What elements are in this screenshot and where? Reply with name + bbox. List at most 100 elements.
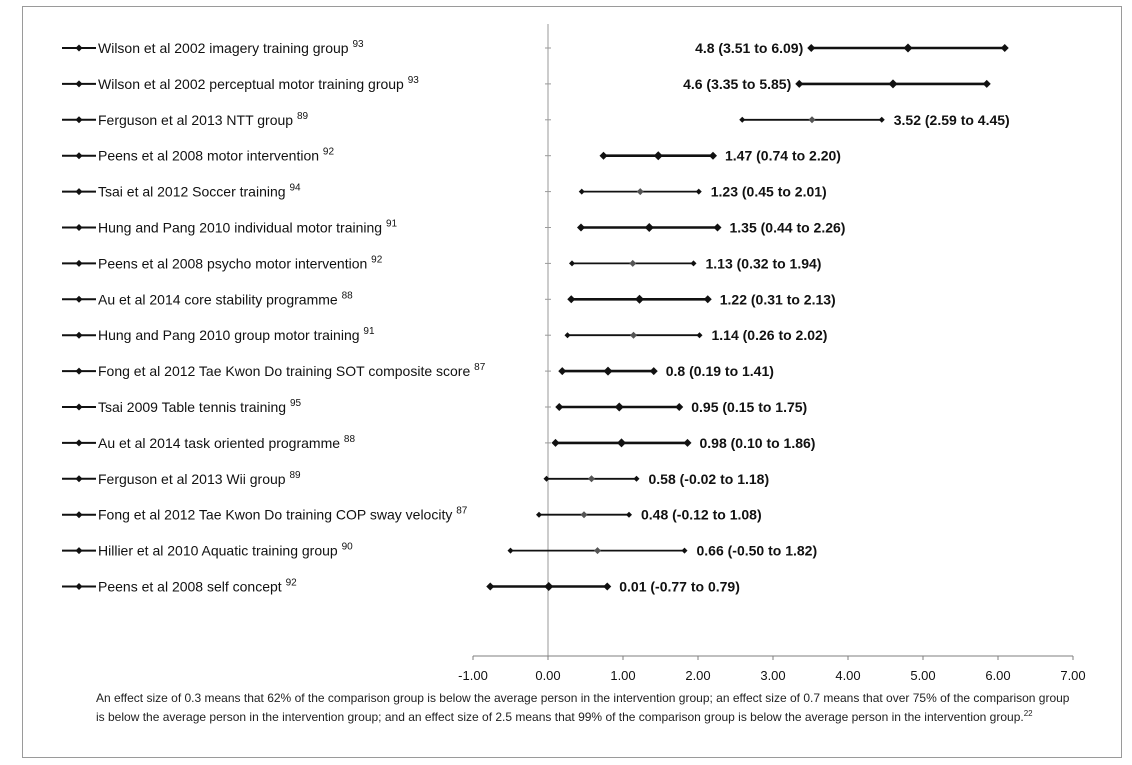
ci-lower-cap <box>795 79 804 88</box>
study-ref: 93 <box>408 75 420 86</box>
study-label: Au et al 2014 core stability programme 8… <box>98 290 353 307</box>
value-label: 1.13 (0.32 to 1.94) <box>706 255 822 271</box>
point-estimate <box>603 366 613 376</box>
point-estimate <box>903 43 913 53</box>
study-label: Wilson et al 2002 perceptual motor train… <box>98 75 419 92</box>
row-marker-diamond <box>75 295 83 303</box>
study-ref: 90 <box>342 542 354 553</box>
point-estimate <box>588 475 595 483</box>
x-tick-label: 4.00 <box>835 668 860 683</box>
study-label: Ferguson et al 2013 NTT group 89 <box>98 111 309 128</box>
ci-upper-cap <box>1000 44 1009 52</box>
row-marker-diamond <box>75 152 83 160</box>
ci-upper-cap <box>626 511 632 518</box>
point-estimate <box>544 582 554 591</box>
point-estimate <box>644 223 654 232</box>
value-label: 4.8 (3.51 to 6.09) <box>695 40 803 56</box>
point-estimate <box>888 79 898 89</box>
figure-frame <box>22 6 1122 758</box>
ci-upper-cap <box>681 547 688 554</box>
row-marker-diamond <box>75 403 83 411</box>
ci-upper-cap <box>690 260 697 267</box>
row-marker-diamond <box>75 583 83 590</box>
value-label: 1.47 (0.74 to 2.20) <box>725 148 841 164</box>
ci-upper-cap <box>683 438 692 447</box>
ci-upper-cap <box>695 188 702 195</box>
footnote: An effect size of 0.3 means that 62% of … <box>96 690 1081 725</box>
study-ref: 91 <box>363 326 375 337</box>
footnote-ref: 22 <box>1023 709 1033 718</box>
value-label: 0.98 (0.10 to 1.86) <box>700 435 816 451</box>
point-estimate <box>636 188 644 196</box>
value-label: 0.58 (-0.02 to 1.18) <box>649 471 770 487</box>
value-label: 3.52 (2.59 to 4.45) <box>894 112 1010 128</box>
study-ref: 94 <box>289 183 301 194</box>
ci-upper-cap <box>649 367 658 376</box>
ci-lower-cap <box>569 260 575 267</box>
point-estimate <box>614 402 624 412</box>
row-marker-diamond <box>75 439 83 447</box>
point-estimate <box>635 294 644 304</box>
study-ref: 89 <box>289 470 301 481</box>
ci-lower-cap <box>486 582 495 591</box>
value-label: 1.14 (0.26 to 2.02) <box>712 327 828 343</box>
row-marker-diamond <box>75 224 83 231</box>
value-label: 0.01 (-0.77 to 0.79) <box>619 579 740 595</box>
value-label: 4.6 (3.35 to 5.85) <box>683 76 791 92</box>
ci-lower-cap <box>558 367 567 376</box>
study-label: Peens et al 2008 psycho motor interventi… <box>98 254 383 271</box>
x-tick-label: 3.00 <box>760 668 785 683</box>
point-estimate <box>630 331 637 339</box>
row-marker-diamond <box>75 259 83 267</box>
study-label: Fong et al 2012 Tae Kwon Do training COP… <box>98 506 468 523</box>
ci-lower-cap <box>555 403 564 411</box>
ci-upper-cap <box>709 151 717 160</box>
x-tick-label: 0.00 <box>535 668 560 683</box>
ci-lower-cap <box>564 332 571 339</box>
study-label: Au et al 2014 task oriented programme 88 <box>98 434 355 451</box>
ci-upper-cap <box>713 223 722 232</box>
ci-lower-cap <box>551 438 560 447</box>
point-estimate <box>594 547 601 555</box>
value-label: 0.95 (0.15 to 1.75) <box>691 399 807 415</box>
study-ref: 92 <box>323 147 335 158</box>
study-label: Fong et al 2012 Tae Kwon Do training SOT… <box>98 362 486 379</box>
ci-lower-cap <box>599 151 608 160</box>
ci-upper-cap <box>675 403 684 411</box>
ci-lower-cap <box>739 116 746 123</box>
ci-upper-cap <box>633 475 640 482</box>
ci-lower-cap <box>536 511 542 518</box>
study-label: Tsai 2009 Table tennis training 95 <box>98 398 302 415</box>
row-marker-diamond <box>75 44 83 52</box>
point-estimate <box>629 259 637 267</box>
ci-upper-cap <box>982 79 991 88</box>
x-tick-label: 5.00 <box>910 668 935 683</box>
study-label: Peens et al 2008 self concept 92 <box>98 578 297 595</box>
point-estimate <box>580 511 588 519</box>
study-ref: 88 <box>344 434 356 445</box>
study-label: Ferguson et al 2013 Wii group 89 <box>98 470 301 487</box>
point-estimate <box>808 116 816 124</box>
row-marker-diamond <box>75 188 83 196</box>
x-tick-label: 7.00 <box>1060 668 1085 683</box>
study-ref: 89 <box>297 111 309 122</box>
study-ref: 92 <box>371 254 383 265</box>
x-tick-label: -1.00 <box>458 668 488 683</box>
study-ref: 87 <box>474 362 486 373</box>
point-estimate <box>653 151 663 161</box>
value-label: 0.66 (-0.50 to 1.82) <box>697 543 818 559</box>
study-label: Tsai et al 2012 Soccer training 94 <box>98 183 301 200</box>
ci-lower-cap <box>577 223 585 232</box>
row-marker-diamond <box>75 511 83 519</box>
study-label: Peens et al 2008 motor intervention 92 <box>98 147 334 164</box>
study-label: Wilson et al 2002 imagery training group… <box>98 39 364 56</box>
ci-upper-cap <box>696 332 703 339</box>
value-label: 1.22 (0.31 to 2.13) <box>720 291 836 307</box>
study-ref: 91 <box>386 219 398 230</box>
ci-lower-cap <box>507 547 514 554</box>
study-ref: 95 <box>290 398 302 409</box>
row-marker-diamond <box>75 116 83 124</box>
ci-lower-cap <box>578 188 585 195</box>
row-marker-diamond <box>75 547 83 555</box>
